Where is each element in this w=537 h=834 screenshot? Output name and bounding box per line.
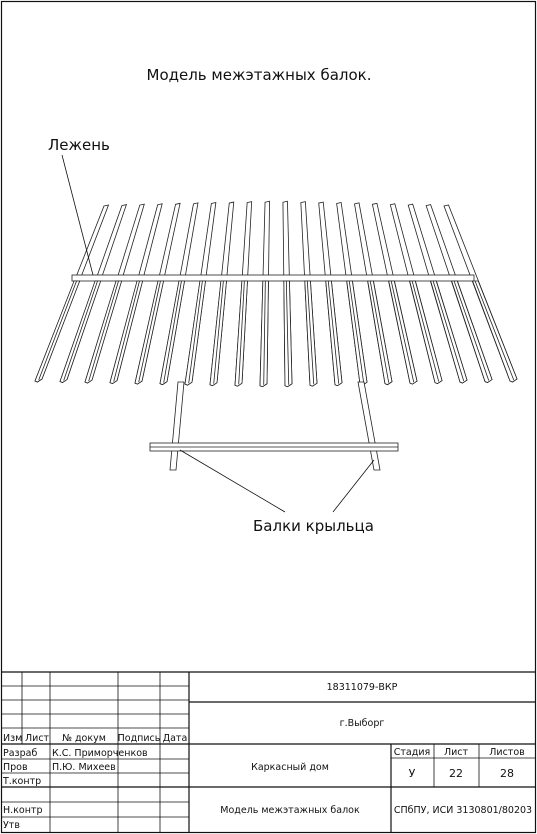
tb-name-developer: К.С. Приморченков xyxy=(52,748,148,759)
floor-joist-edge xyxy=(370,281,389,383)
floor-joist-edge xyxy=(114,281,140,382)
floor-joist-edge xyxy=(391,281,414,382)
floor-joists-model xyxy=(35,201,517,387)
callout-porch-leader-right xyxy=(333,460,374,512)
tb-role-approved: Утв xyxy=(3,820,20,831)
callout-lezhen: Лежень xyxy=(48,136,110,154)
callout-lezhen-leader xyxy=(62,155,93,275)
tb-doc-code: 18311079-ВКР xyxy=(327,682,398,693)
floor-joist-edge xyxy=(139,281,161,382)
tb-header-doc-no: № докум xyxy=(62,733,106,744)
porch-beams-model xyxy=(150,382,398,470)
tb-sheets-value: 28 xyxy=(500,767,514,780)
tb-sheet-value: 22 xyxy=(449,767,463,780)
tb-role-checker: Пров xyxy=(3,762,28,773)
tb-name-checker: П.Ю. Михеев xyxy=(52,762,116,773)
tb-role-t-control: Т.контр xyxy=(2,776,41,787)
lezhen-beam xyxy=(72,275,474,281)
floor-joist-edge xyxy=(164,281,182,383)
porch-beam-left xyxy=(170,382,184,470)
tb-header-sheet: Лист xyxy=(444,747,469,758)
tb-sheet-name: Модель межэтажных балок xyxy=(220,805,360,816)
tb-header-izm: Изм xyxy=(3,733,22,744)
floor-joist-edge xyxy=(349,281,363,383)
tb-object-name: Каркасный дом xyxy=(251,762,329,773)
tb-role-developer: Разраб xyxy=(3,748,37,759)
porch-beam-right xyxy=(358,382,380,470)
callout-porch-leader-left xyxy=(180,450,285,512)
tb-stage-value: У xyxy=(409,767,416,780)
tb-organization: СПбПУ, ИСИ 3130801/80203 xyxy=(394,805,532,816)
floor-joist-edge xyxy=(189,281,203,383)
callout-porch-beams: Балки крыльца xyxy=(253,517,374,535)
tb-header-date: Дата xyxy=(163,733,188,744)
tb-city: г.Выборг xyxy=(340,718,385,729)
tb-role-n-control: Н.контр xyxy=(3,805,43,816)
drawing-title: Модель межэтажных балок. xyxy=(147,66,372,84)
tb-header-stage: Стадия xyxy=(394,747,430,758)
tb-header-list: Лист xyxy=(25,733,50,744)
joist-bottom-parts xyxy=(35,281,517,387)
tb-header-sign: Подпись xyxy=(118,733,161,744)
tb-header-sheets: Листов xyxy=(489,747,525,758)
